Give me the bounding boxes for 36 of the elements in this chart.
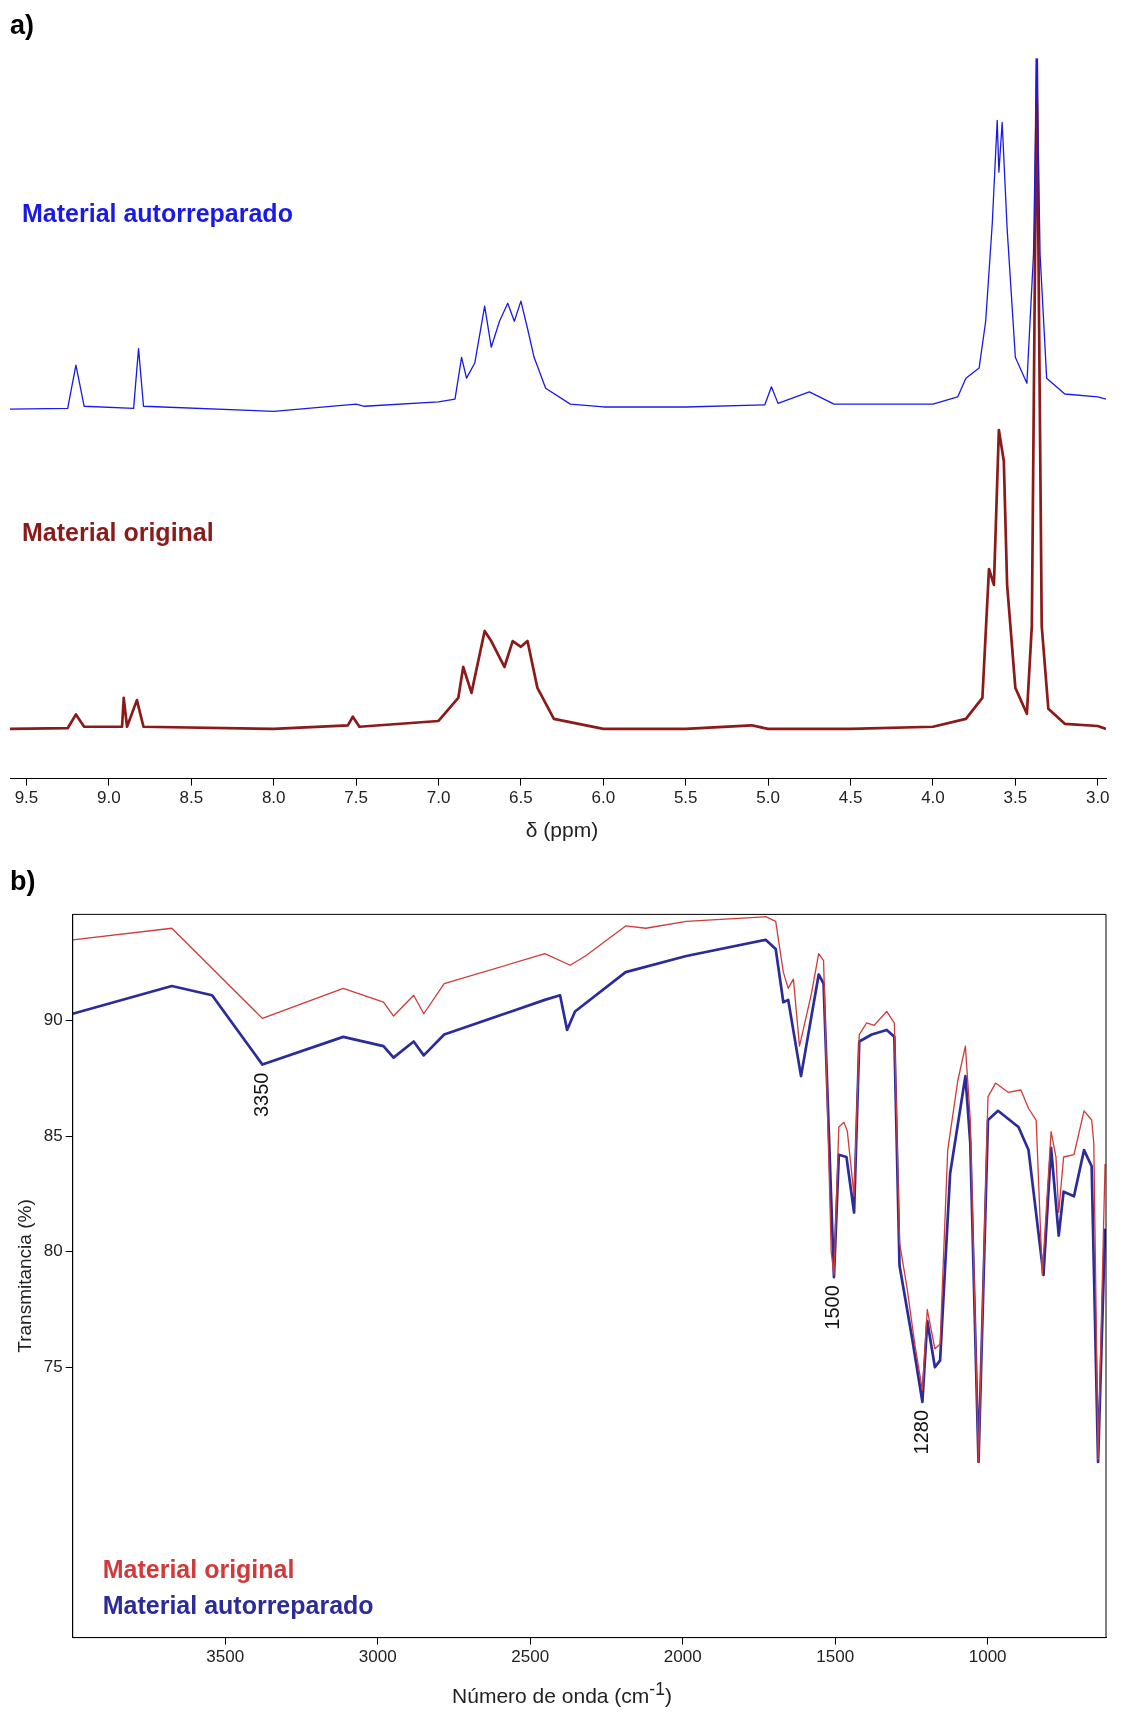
y-tick-label: 90 — [43, 1010, 63, 1030]
chart-title: a) — [10, 9, 35, 40]
text: Material original — [22, 518, 214, 547]
x-tick-label: 3.0 — [1085, 788, 1110, 808]
annotation: 1280 — [909, 1409, 932, 1455]
x-tick-label: 9.5 — [14, 788, 39, 808]
x-axis-title: Número de onda (cm$^{-1}$) — [451, 1678, 673, 1709]
text: Material autorreparado — [22, 198, 293, 227]
x-tick-label: 8.5 — [179, 788, 204, 808]
annotation: 1500 — [821, 1285, 844, 1330]
x-tick-label: 4.0 — [921, 788, 945, 808]
x-tick-label: 6.5 — [509, 788, 533, 808]
chart-title: b) — [10, 865, 36, 896]
text: Material original — [102, 1555, 295, 1584]
x-tick-label: 8.0 — [261, 788, 286, 808]
x-tick-label: 3.5 — [1003, 788, 1028, 808]
x-tick-label: 2500 — [511, 1647, 550, 1667]
x-tick-label: 7.0 — [426, 788, 451, 808]
y-tick-label: 75 — [43, 1356, 63, 1376]
x-tick-label: 2000 — [663, 1647, 702, 1667]
x-tick-label: 1000 — [968, 1647, 1007, 1667]
x-axis-title: δ (ppm) — [524, 817, 600, 843]
x-tick-label: 9.0 — [97, 788, 121, 808]
x-tick-label: 3000 — [358, 1647, 397, 1667]
annotation: 3350 — [249, 1072, 272, 1118]
x-tick-label: 1500 — [816, 1647, 855, 1667]
x-tick-label: 5.5 — [673, 788, 698, 808]
text: Material autorreparado — [102, 1591, 374, 1620]
x-tick-label: 7.5 — [344, 788, 368, 808]
x-tick-label: 6.0 — [591, 788, 616, 808]
x-tick-label: 3500 — [206, 1647, 245, 1667]
x-tick-label: 4.5 — [838, 788, 863, 808]
y-axis-title: Transmitancia (%) — [13, 1199, 35, 1353]
y-tick-label: 80 — [43, 1241, 63, 1261]
y-tick-label: 85 — [43, 1125, 63, 1145]
x-tick-label: 5.0 — [756, 788, 780, 808]
